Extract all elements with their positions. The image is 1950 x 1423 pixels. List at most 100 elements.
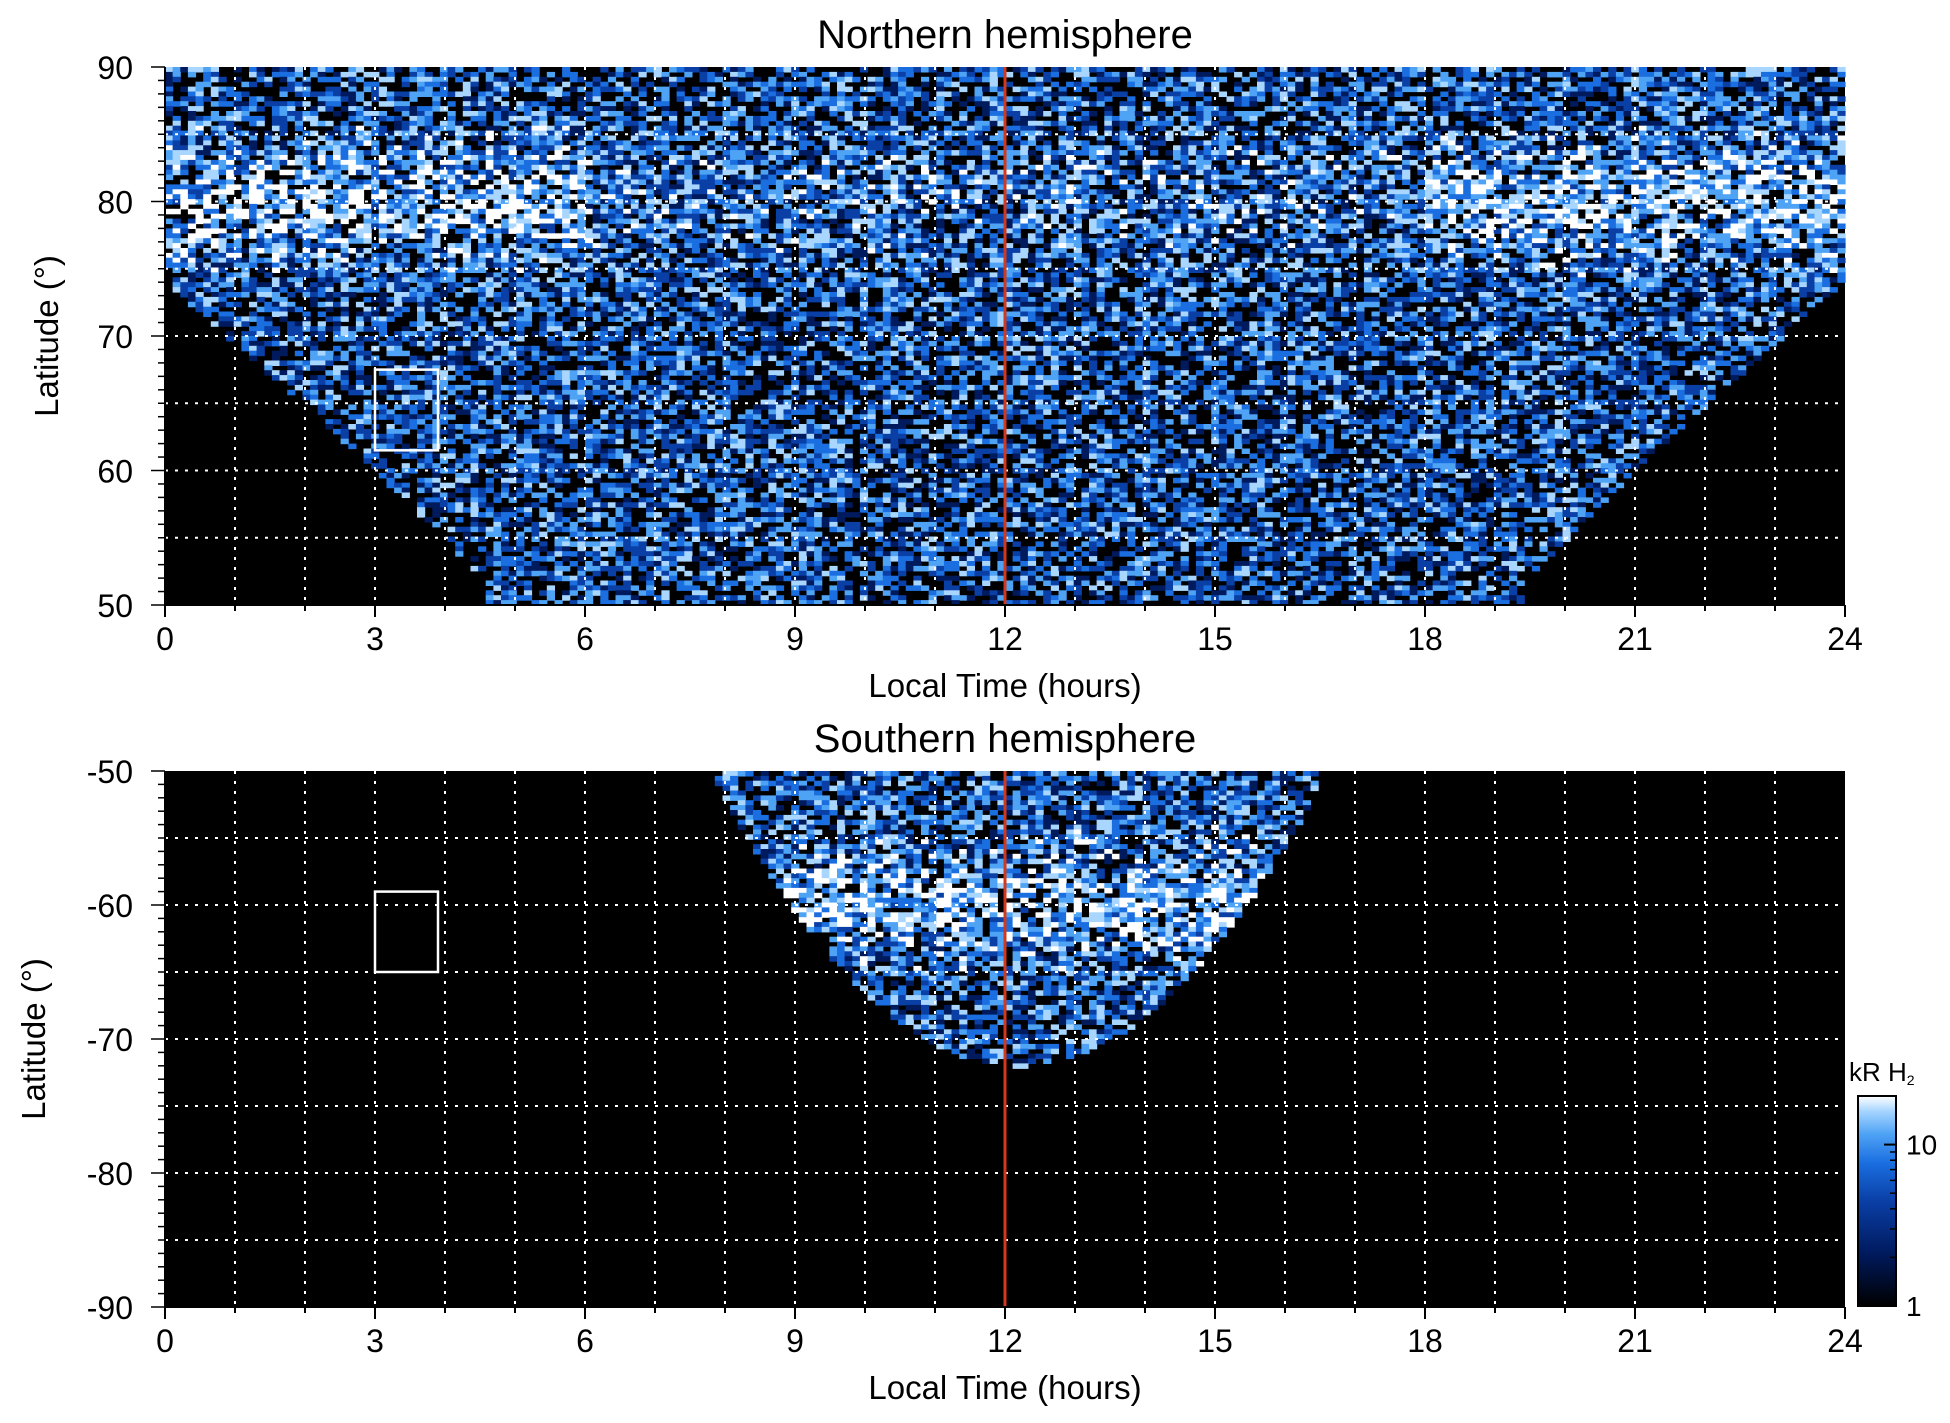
- emission-cell: [1623, 96, 1632, 102]
- emission-cell: [1203, 159, 1212, 166]
- emission-cell: [1188, 91, 1197, 97]
- emission-cell: [630, 81, 639, 88]
- emission-cell: [722, 179, 731, 185]
- emission-cell: [1325, 145, 1334, 151]
- emission-cell: [859, 101, 869, 107]
- emission-cell: [233, 164, 242, 171]
- emission-cell: [165, 111, 174, 117]
- emission-cell: [1241, 150, 1250, 156]
- emission-cell: [867, 111, 876, 117]
- emission-cell: [1226, 174, 1235, 181]
- emission-cell: [447, 164, 456, 171]
- emission-cell: [867, 213, 876, 220]
- emission-cell: [1050, 179, 1059, 185]
- emission-cell: [1058, 101, 1067, 107]
- emission-cell: [829, 150, 838, 156]
- emission-cell: [821, 155, 830, 161]
- emission-cell: [1012, 120, 1021, 127]
- emission-cell: [745, 115, 754, 122]
- emission-cell: [714, 194, 723, 200]
- emission-cell: [1165, 115, 1174, 122]
- emission-cell: [684, 101, 693, 107]
- emission-cell: [615, 71, 624, 78]
- emission-cell: [1631, 91, 1640, 97]
- emission-cell: [1554, 213, 1563, 220]
- emission-cell: [1027, 67, 1037, 73]
- emission-cell: [982, 71, 991, 78]
- emission-cell: [1829, 208, 1838, 215]
- emission-cell: [478, 115, 487, 122]
- emission-cell: [1684, 203, 1693, 210]
- emission-cell: [821, 125, 830, 132]
- emission-cell: [218, 101, 227, 107]
- emission-cell: [1249, 213, 1258, 220]
- emission-cell: [264, 213, 273, 220]
- emission-cell: [669, 130, 678, 137]
- emission-cell: [172, 164, 181, 171]
- emission-cell: [592, 218, 601, 225]
- emission-cell: [1699, 194, 1709, 200]
- emission-cell: [1295, 150, 1304, 156]
- emission-cell: [1646, 179, 1655, 185]
- emission-cell: [1142, 213, 1151, 220]
- emission-cell: [661, 106, 670, 112]
- emission-cell: [959, 213, 968, 220]
- emission-cell: [508, 67, 517, 73]
- emission-cell: [1669, 213, 1678, 220]
- emission-cell: [1715, 120, 1724, 127]
- emission-cell: [294, 169, 303, 176]
- emission-cell: [898, 208, 907, 215]
- emission-cell: [1188, 130, 1197, 137]
- emission-cell: [1173, 218, 1182, 225]
- emission-cell: [264, 223, 273, 229]
- emission-cell: [821, 101, 830, 107]
- emission-cell: [1677, 81, 1686, 88]
- emission-cell: [1432, 179, 1441, 185]
- emission-cell: [1783, 208, 1793, 215]
- emission-cell: [623, 164, 632, 171]
- emission-cell: [1501, 169, 1510, 176]
- emission-cell: [1096, 67, 1105, 73]
- emission-cell: [569, 86, 578, 93]
- emission-cell: [1234, 179, 1243, 185]
- emission-cell: [1463, 179, 1472, 185]
- emission-cell: [1806, 130, 1815, 137]
- emission-cell: [669, 164, 678, 171]
- emission-cell: [340, 140, 349, 146]
- emission-cell: [310, 213, 319, 220]
- emission-cell: [485, 135, 494, 141]
- emission-cell: [279, 223, 288, 229]
- emission-cell: [1348, 135, 1357, 141]
- emission-cell: [1180, 194, 1189, 200]
- emission-cell: [707, 91, 716, 97]
- emission-cell: [814, 213, 823, 220]
- emission-cell: [905, 184, 914, 190]
- emission-cell: [294, 218, 303, 225]
- emission-cell: [1585, 71, 1594, 78]
- emission-cell: [172, 115, 181, 122]
- emission-cell: [1310, 91, 1319, 97]
- emission-cell: [722, 111, 731, 117]
- emission-cell: [539, 164, 548, 171]
- emission-cell: [1799, 155, 1808, 161]
- emission-cell: [1402, 125, 1411, 132]
- emission-cell: [1539, 101, 1548, 107]
- emission-cell: [447, 111, 456, 117]
- emission-cell: [1096, 203, 1105, 210]
- emission-cell: [882, 135, 891, 141]
- emission-cell: [837, 81, 846, 88]
- emission-cell: [1195, 150, 1205, 156]
- emission-cell: [1699, 159, 1709, 166]
- emission-cell: [1295, 145, 1304, 151]
- emission-cell: [203, 115, 212, 122]
- emission-cell: [462, 81, 471, 88]
- emission-cell: [1211, 213, 1220, 220]
- emission-cell: [279, 169, 288, 176]
- emission-cell: [1646, 81, 1655, 88]
- emission-cell: [310, 223, 319, 229]
- emission-cell: [959, 218, 968, 225]
- emission-cell: [1440, 106, 1449, 112]
- emission-cell: [233, 67, 242, 73]
- emission-cell: [1829, 150, 1838, 156]
- emission-cell: [714, 213, 723, 220]
